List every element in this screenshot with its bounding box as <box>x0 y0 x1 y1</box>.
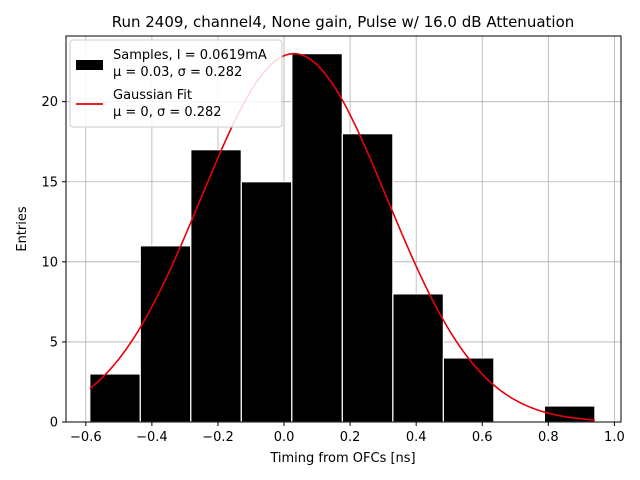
x-axis-ticks: −0.6 −0.4 −0.2 0.0 0.2 0.4 0.6 0.8 1.0 <box>70 422 625 445</box>
x-tick-label: 1.0 <box>604 430 625 445</box>
legend-label-fit-stats: μ = 0, σ = 0.282 <box>113 105 222 120</box>
x-axis-label: Timing from OFCs [ns] <box>269 451 415 466</box>
y-axis-ticks: 0 5 10 15 20 <box>41 95 66 431</box>
legend-label-samples: Samples, I = 0.0619mA <box>113 48 267 63</box>
y-tick-label: 0 <box>50 416 58 431</box>
gaussian-fit-line <box>89 52 595 421</box>
histogram-bar <box>240 181 293 423</box>
x-tick-label: −0.2 <box>202 430 234 445</box>
y-tick-label: 20 <box>41 95 58 110</box>
legend-label-samples-stats: μ = 0.03, σ = 0.282 <box>113 65 242 80</box>
y-tick-label: 15 <box>41 175 58 190</box>
y-tick-label: 10 <box>41 255 58 270</box>
histogram-bar <box>190 149 242 423</box>
x-tick-label: 0.8 <box>538 430 559 445</box>
legend: Samples, I = 0.0619mA μ = 0.03, σ = 0.28… <box>69 39 283 128</box>
histogram-bar <box>392 293 444 423</box>
histogram-bar <box>139 245 192 423</box>
x-tick-label: 0.2 <box>340 430 361 445</box>
y-tick-label: 5 <box>50 335 58 350</box>
x-tick-label: 0.4 <box>406 430 427 445</box>
legend-label-fit: Gaussian Fit <box>113 88 192 103</box>
legend-swatch-samples <box>76 60 103 70</box>
histogram-bar <box>442 357 495 423</box>
histogram-bar <box>341 133 394 423</box>
x-tick-label: 0.6 <box>472 430 493 445</box>
x-tick-label: −0.6 <box>70 430 102 445</box>
x-tick-label: 0.0 <box>274 430 295 445</box>
y-axis-label: Entries <box>15 206 30 252</box>
x-tick-label: −0.4 <box>136 430 168 445</box>
legend-box <box>69 39 283 128</box>
histogram-bar <box>291 53 343 423</box>
plot-frame <box>65 35 622 423</box>
histogram-bars <box>89 53 596 423</box>
chart-title: Run 2409, channel4, None gain, Pulse w/ … <box>112 13 575 31</box>
